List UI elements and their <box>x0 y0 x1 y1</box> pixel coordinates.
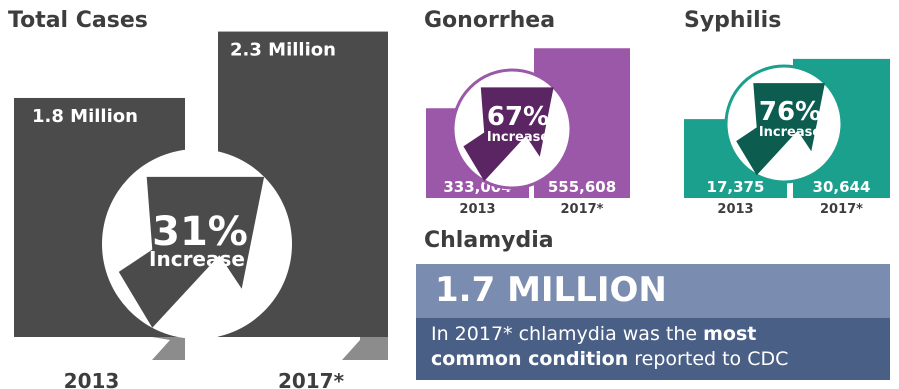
syphilis-change-label: 76% <box>759 97 821 127</box>
chlamydia-desc-bold-1: most <box>703 323 757 345</box>
total-value-label-2013: 1.8 Million <box>32 106 138 127</box>
chlamydia-description: In 2017* chlamydia was the most common co… <box>431 322 886 372</box>
gonorrhea-change-caption: Increase <box>487 130 550 145</box>
syphilis-increase-arrow <box>736 83 825 176</box>
gonorrhea-title: Gonorrhea <box>424 8 556 33</box>
chlamydia-headline: 1.7 MILLION <box>435 270 667 310</box>
total-change-caption: Increase <box>149 247 245 271</box>
gonorrhea-x-label-2017*: 2017* <box>561 202 604 217</box>
syphilis-value-label-2013: 17,375 <box>707 178 765 196</box>
syphilis-value-label-2017*: 30,644 <box>813 178 871 196</box>
syphilis-x-label-2017*: 2017* <box>820 202 863 217</box>
syphilis-title: Syphilis <box>684 8 782 33</box>
gonorrhea-change-label: 67% <box>487 102 549 132</box>
gonorrhea-increase-arrow <box>463 87 554 182</box>
chlamydia-headline-band <box>416 264 890 318</box>
total-bar-shadow-2017 <box>342 337 388 360</box>
total-cases-title: Total Cases <box>8 8 148 33</box>
total-bar-shadow-2013 <box>152 337 185 360</box>
total-x-label-2013: 2013 <box>64 369 120 389</box>
gonorrhea-x-label-2013: 2013 <box>459 202 495 217</box>
chlamydia-title: Chlamydia <box>424 228 554 253</box>
total-change-label: 31% <box>152 209 248 255</box>
total-value-label-2017*: 2.3 Million <box>230 40 336 61</box>
total-x-label-2017*: 2017* <box>278 369 345 389</box>
chlamydia-desc-start: In 2017* chlamydia was the <box>431 323 704 345</box>
total-increase-arrow <box>118 176 265 328</box>
chlamydia-panel: 1.7 MILLION In 2017* chlamydia was the m… <box>416 264 890 380</box>
gonorrhea-value-label-2017*: 555,608 <box>548 178 616 196</box>
chlamydia-desc-bold-2: common condition <box>431 348 629 370</box>
chlamydia-desc-end: reported to CDC <box>628 348 789 370</box>
syphilis-change-caption: Increase <box>759 125 822 140</box>
syphilis-x-label-2013: 2013 <box>717 202 753 217</box>
gonorrhea-bar-base-2017* <box>534 173 630 198</box>
